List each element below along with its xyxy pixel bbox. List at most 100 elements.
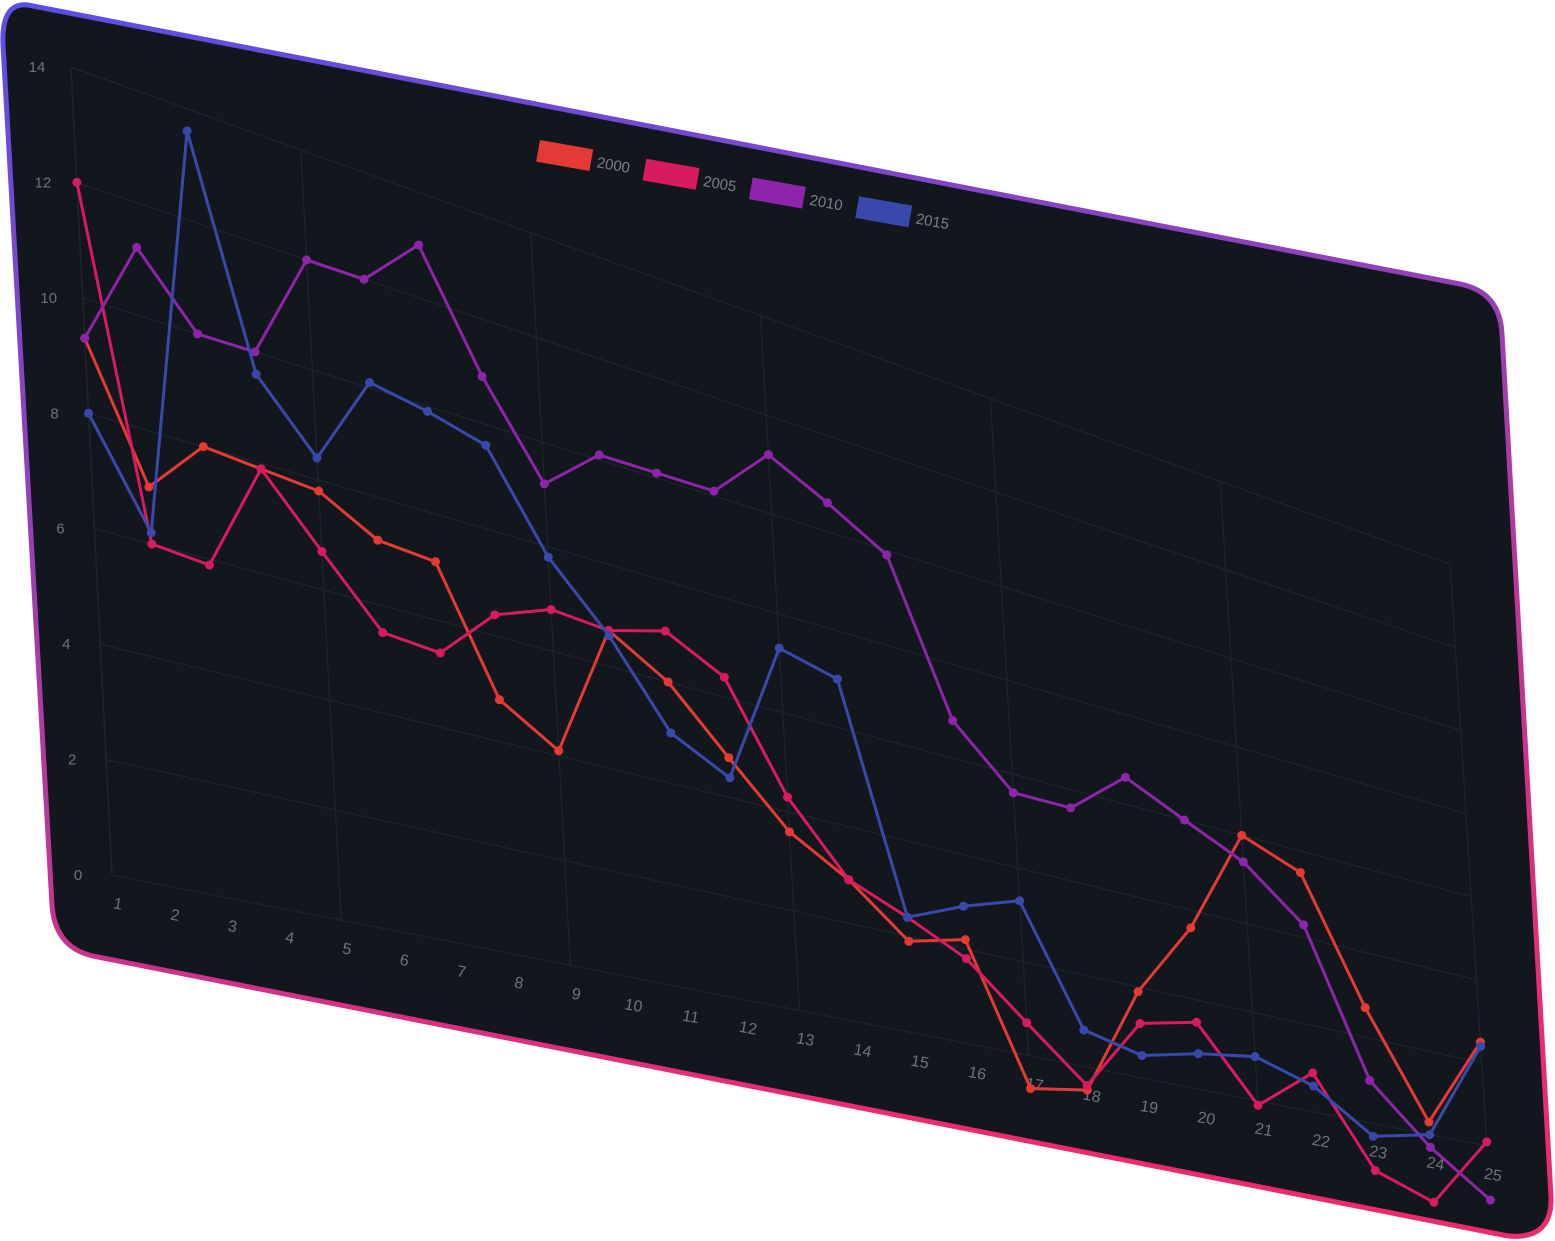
legend-label: 2005 (702, 173, 738, 196)
x-tick-label: 7 (456, 963, 468, 981)
data-point (1015, 896, 1025, 906)
data-point (1476, 1041, 1486, 1051)
data-point (1426, 1142, 1436, 1152)
data-point (961, 954, 971, 964)
x-tick-label: 5 (341, 941, 353, 959)
grid-line-vertical (300, 149, 342, 921)
data-point (1368, 1131, 1378, 1141)
data-point (481, 440, 491, 450)
data-point (430, 557, 440, 567)
data-point (543, 552, 553, 562)
grid-line-vertical (1219, 481, 1259, 1101)
data-point (832, 674, 842, 684)
data-point (774, 643, 784, 653)
legend-label: 2015 (915, 211, 951, 234)
series-lines (72, 126, 1495, 1207)
data-point (250, 347, 260, 357)
data-point (1022, 1018, 1032, 1028)
x-tick-label: 4 (284, 929, 296, 947)
data-point (958, 901, 968, 911)
data-point (359, 274, 369, 284)
data-point (1133, 987, 1143, 997)
data-point (1193, 1049, 1203, 1059)
legend-item[interactable]: 2015 (855, 196, 951, 234)
data-point (251, 369, 261, 379)
data-point (719, 672, 729, 682)
y-tick-label: 12 (35, 174, 52, 191)
data-point (902, 912, 912, 922)
y-tick-label: 6 (56, 521, 64, 538)
x-tick-label: 23 (1368, 1143, 1389, 1163)
data-point (1191, 1017, 1201, 1027)
data-point (494, 695, 504, 705)
x-tick-label: 9 (570, 986, 582, 1004)
data-point (1424, 1117, 1434, 1127)
data-point (1137, 1050, 1147, 1060)
legend-item[interactable]: 2010 (748, 177, 845, 216)
legend-label: 2010 (808, 192, 844, 215)
data-point (822, 498, 832, 508)
y-axis-line (70, 66, 113, 876)
data-point (546, 605, 556, 615)
data-point (1120, 772, 1130, 782)
data-point (198, 442, 208, 452)
data-point (435, 648, 445, 658)
data-point (1370, 1166, 1380, 1176)
data-point (948, 716, 958, 726)
legend-swatch (855, 196, 913, 228)
data-point (132, 242, 142, 252)
x-tick-label: 11 (681, 1008, 700, 1028)
series-2015 (84, 126, 1486, 1141)
data-point (1250, 1052, 1260, 1062)
data-point (663, 677, 673, 687)
data-point (666, 728, 676, 738)
data-point (1253, 1100, 1263, 1110)
data-point (256, 464, 266, 474)
data-point (477, 371, 487, 381)
x-tick-label: 25 (1483, 1166, 1504, 1186)
data-point (1360, 1003, 1370, 1013)
x-tick-label: 16 (967, 1064, 988, 1084)
data-point (1429, 1197, 1439, 1207)
legend-swatch (642, 158, 700, 190)
data-point (490, 610, 500, 620)
data-point (604, 631, 614, 641)
data-point (724, 753, 734, 763)
legend-item[interactable]: 2005 (642, 158, 739, 197)
data-point (146, 528, 156, 538)
data-point (784, 827, 794, 837)
data-point (147, 539, 157, 549)
data-point (204, 560, 214, 570)
data-point (1079, 1025, 1089, 1035)
grid-lines (70, 66, 1488, 1147)
axis-ticks: 0246810121412345678910111213141516171819… (29, 59, 1503, 1186)
data-point (882, 550, 892, 560)
data-point (414, 240, 424, 250)
data-point (725, 773, 735, 783)
data-point (1365, 1076, 1375, 1086)
x-tick-label: 15 (910, 1053, 931, 1073)
y-tick-label: 14 (29, 59, 46, 76)
data-point (144, 482, 154, 492)
legend-item[interactable]: 2000 (536, 140, 632, 178)
data-point (539, 479, 549, 489)
data-point (1295, 867, 1305, 877)
data-point (364, 378, 374, 388)
data-point (378, 628, 388, 638)
data-point (182, 126, 192, 136)
series-2000 (80, 333, 1485, 1127)
data-point (373, 535, 383, 545)
data-point (1485, 1195, 1495, 1205)
data-point (709, 486, 719, 496)
data-point (1186, 923, 1196, 933)
x-tick-label: 1 (112, 895, 124, 913)
data-point (302, 255, 312, 265)
legend-label: 2000 (595, 154, 631, 177)
x-tick-label: 8 (513, 974, 525, 992)
data-point (1026, 1084, 1036, 1094)
x-tick-label: 10 (623, 996, 644, 1016)
data-point (594, 450, 604, 460)
x-tick-label: 3 (227, 918, 239, 936)
data-point (193, 329, 203, 339)
data-point (1308, 1068, 1318, 1078)
